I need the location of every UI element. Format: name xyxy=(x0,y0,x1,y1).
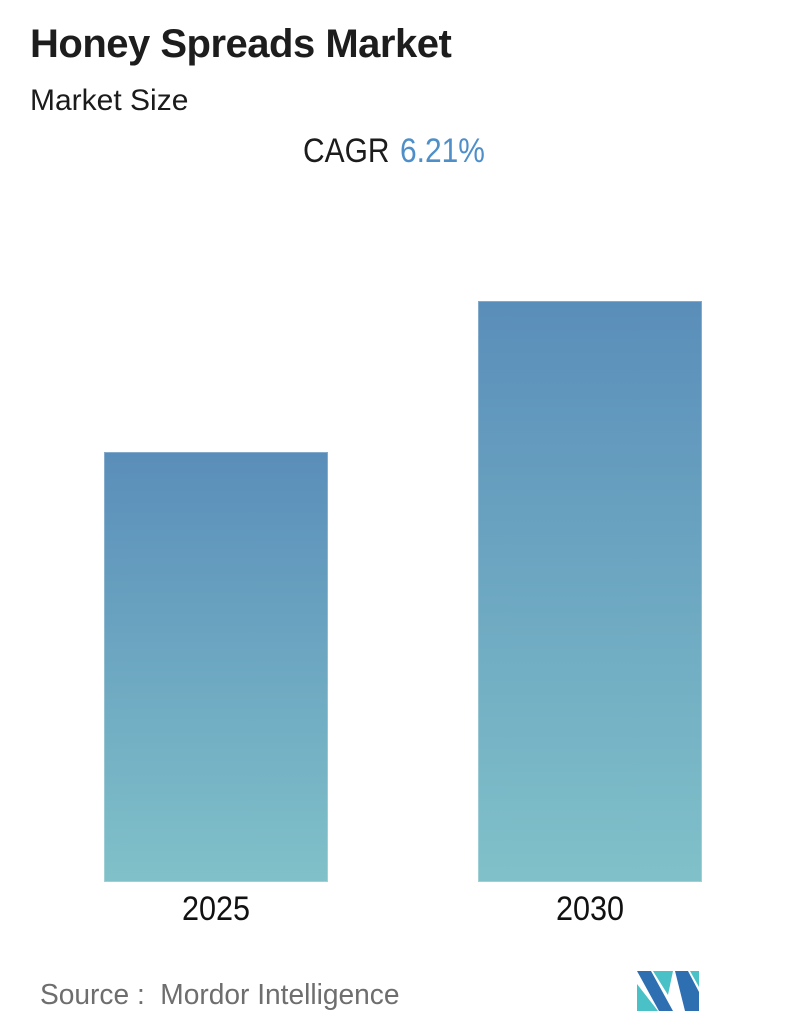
chart-subtitle: Market Size xyxy=(30,84,189,117)
chart-title: Honey Spreads Market xyxy=(30,22,452,66)
bar-2025 xyxy=(104,452,328,882)
source-label: Source : xyxy=(40,979,145,1011)
logo-right-blue-band xyxy=(675,971,699,1011)
logo-middle-teal-triangle xyxy=(653,971,673,995)
cagr-label: CAGR xyxy=(303,132,390,170)
source-text: Source : Mordor Intelligence xyxy=(40,979,400,1012)
cagr-value: 6.21% xyxy=(400,132,485,170)
x-tick-2030: 2030 xyxy=(555,890,625,928)
cagr-annotation: CAGR 6.21% xyxy=(303,132,485,171)
mordor-intelligence-logo xyxy=(637,971,699,1011)
bar-2030 xyxy=(478,301,702,882)
logo-right-teal-triangle xyxy=(690,971,699,987)
x-tick-2025: 2025 xyxy=(181,890,251,928)
logo-left-blue-band xyxy=(637,971,673,1011)
source-name: Mordor Intelligence xyxy=(160,979,400,1011)
logo-left-teal-triangle xyxy=(637,984,658,1011)
